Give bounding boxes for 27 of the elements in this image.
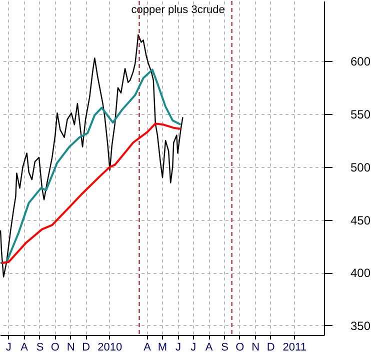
- x-tick-label: J: [190, 342, 196, 352]
- x-tick-label: J: [6, 342, 12, 352]
- x-tick-label: M: [158, 342, 168, 352]
- y-tick-label: 450: [350, 213, 371, 228]
- y-tick-label: 600: [350, 54, 371, 69]
- x-tick-label: N: [252, 342, 260, 352]
- x-tick-label: A: [20, 342, 29, 352]
- x-tick-label: D: [266, 342, 275, 352]
- line-series: [0, 122, 182, 264]
- x-tick-label: A: [144, 342, 152, 352]
- x-tick-label: O: [236, 342, 245, 352]
- x-tick-label: N: [66, 342, 75, 352]
- x-tick-label: S: [36, 342, 44, 352]
- chart-title: copper plus 3crude: [131, 4, 225, 16]
- x-tick-label: J: [175, 342, 181, 352]
- x-tick-label: S: [221, 342, 228, 352]
- x-tick-label: D: [82, 342, 90, 352]
- y-tick-label: 550: [350, 108, 371, 122]
- y-tick-label: 500: [350, 160, 371, 174]
- line-series: [0, 68, 182, 264]
- x-tick-label: A: [205, 342, 214, 352]
- x-tick-label: O: [50, 342, 60, 352]
- line-series: [0, 34, 184, 278]
- x-tick-label: 2010: [98, 342, 122, 352]
- y-tick-label: 400: [350, 266, 371, 280]
- x-tick-label: 2011: [282, 342, 306, 352]
- y-tick-label: 350: [350, 318, 371, 333]
